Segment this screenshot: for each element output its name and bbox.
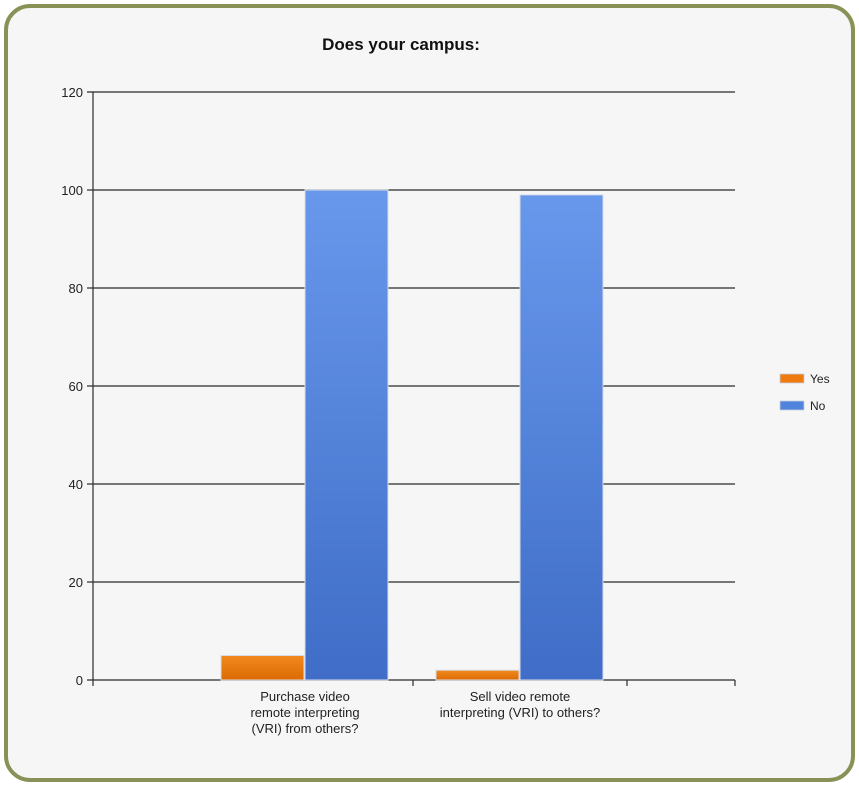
bar-no-1	[304, 189, 389, 681]
bar-yes-1	[220, 655, 305, 681]
gridlines	[93, 91, 735, 583]
legend: Yes No	[779, 372, 830, 413]
category-labels: Purchase video remote interpreting (VRI) f…	[250, 689, 600, 736]
legend-label-yes: Yes	[810, 372, 830, 386]
legend-swatch-yes	[779, 373, 805, 384]
x-tick-label-line: Sell video remote	[470, 689, 570, 704]
x-tick-label-line: interpreting (VRI) to others?	[440, 705, 600, 720]
x-tick-label-line: Purchase video	[260, 689, 350, 704]
y-tick-label: 100	[61, 183, 83, 198]
bar-no-2	[519, 194, 604, 681]
bars	[220, 189, 604, 681]
y-tick-label: 0	[76, 673, 83, 688]
bar-yes-2	[435, 669, 520, 681]
chart-title: Does your campus:	[322, 35, 480, 54]
x-tick-label-line: remote interpreting	[250, 705, 359, 720]
bar-chart: Does your campus: 0 20 40 60 80 100 120 Purcha…	[61, 35, 830, 736]
chart-frame: Does your campus: 0 20 40 60 80 100 120 Purcha…	[4, 4, 855, 782]
x-tick-label: Sell video remote interpreting (VRI) to o…	[440, 689, 600, 720]
x-tick-label: Purchase video remote interpreting (VRI) f…	[250, 689, 359, 736]
axes: 0 20 40 60 80 100 120	[61, 85, 736, 688]
y-tick-label: 80	[69, 281, 83, 296]
x-tick-label-line: (VRI) from others?	[252, 721, 359, 736]
legend-swatch-no	[779, 400, 805, 411]
y-tick-label: 120	[61, 85, 83, 100]
legend-label-no: No	[810, 399, 826, 413]
y-tick-label: 60	[69, 379, 83, 394]
y-tick-label: 40	[69, 477, 83, 492]
y-tick-label: 20	[69, 575, 83, 590]
